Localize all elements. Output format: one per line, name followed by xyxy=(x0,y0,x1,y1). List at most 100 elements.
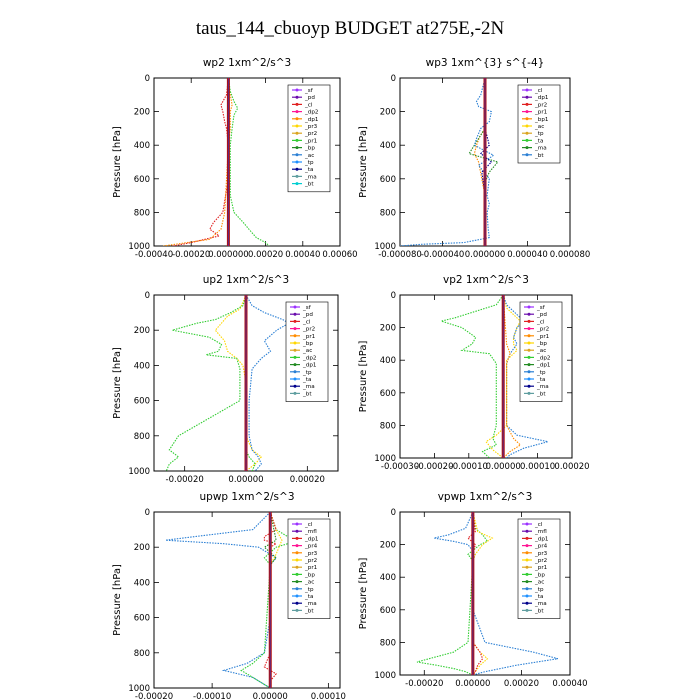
legend-marker xyxy=(525,572,529,576)
series-line-tp xyxy=(400,78,495,246)
legend-label: _bp1 xyxy=(534,117,549,123)
y-axis-label: Pressure [hPa] xyxy=(112,126,123,198)
series-line-pr1 xyxy=(439,295,504,458)
series-line-dp2 xyxy=(163,78,233,246)
legend-marker xyxy=(525,153,529,157)
legend-marker xyxy=(293,305,297,309)
legend-label: _dp1 xyxy=(302,363,317,369)
legend-marker xyxy=(525,587,529,591)
legend-marker xyxy=(525,110,529,114)
y-tick-label: 400 xyxy=(380,356,396,366)
legend-marker xyxy=(295,138,299,142)
x-tick-label: 0.00000 xyxy=(253,692,288,700)
legend-label: _bp xyxy=(304,572,315,578)
y-tick-label: 200 xyxy=(380,324,396,334)
legend-marker xyxy=(525,544,529,548)
legend-label: _dp1 xyxy=(536,363,551,369)
panel-vpwp: vpwp 1xm^2/s^3 Pressure [hPa] 0 200 400 600 80… xyxy=(358,491,588,689)
x-tick-label: -0.00010 xyxy=(450,462,488,472)
x-tick-label: 0.000080 xyxy=(550,250,591,260)
x-tick-label: 0.00060 xyxy=(322,250,357,260)
legend-label: _pr3 xyxy=(304,551,318,557)
x-tick-label: 0.00000 xyxy=(228,475,263,485)
y-axis-label: Pressure [hPa] xyxy=(358,341,369,413)
x-tick-label: -0.00010 xyxy=(193,692,231,700)
legend-label: _ma xyxy=(534,146,547,152)
y-tick-label: 0 xyxy=(391,508,396,518)
series-line-pr2 xyxy=(214,295,263,471)
legend-marker xyxy=(295,608,299,612)
y-tick-label: 800 xyxy=(134,649,150,659)
x-tick-label: 0.00020 xyxy=(248,250,283,260)
y-tick-label: 0 xyxy=(391,291,396,301)
x-tick-label: -0.000080 xyxy=(378,250,422,260)
y-tick-label: 600 xyxy=(134,614,150,624)
y-tick-label: 200 xyxy=(134,543,150,553)
legend-marker xyxy=(295,544,299,548)
legend-marker xyxy=(295,167,299,171)
legend-label: _ac xyxy=(302,348,312,354)
legend-marker xyxy=(527,370,531,374)
legend-label: _dp2 xyxy=(302,355,316,361)
x-tick-label: 0.000040 xyxy=(507,250,548,260)
panel-wp3: wp3 1xm^{3} s^{-4} Pressure [hPa] 0 200 400 6… xyxy=(358,57,590,260)
series-line-dp1 xyxy=(467,512,484,675)
legend-box xyxy=(287,84,331,193)
legend-marker xyxy=(293,312,297,316)
legend-marker xyxy=(527,341,531,345)
x-tick-label: 0.00000 xyxy=(486,462,521,472)
legend-label: _pr3 xyxy=(304,124,318,130)
y-tick-label: 400 xyxy=(380,573,396,583)
legend-label: _pr2 xyxy=(534,102,547,108)
legend-marker xyxy=(293,348,297,352)
legend-label: _pd xyxy=(304,95,315,101)
legend-marker xyxy=(293,391,297,395)
legend-marker xyxy=(295,558,299,562)
panel-title: wp3 1xm^{3} s^{-4} xyxy=(426,57,545,69)
legend-marker xyxy=(525,551,529,555)
legend-label: _bp xyxy=(302,341,313,347)
legend-marker xyxy=(293,377,297,381)
legend-label: _cl xyxy=(302,319,311,325)
legend-marker xyxy=(293,355,297,359)
legend-label: _ta xyxy=(534,594,543,600)
legend-label: _pr2 xyxy=(304,558,317,564)
legend-marker xyxy=(295,536,299,540)
legend-label: _pd xyxy=(302,312,313,318)
legend-marker xyxy=(525,594,529,598)
y-tick-label: 600 xyxy=(134,175,150,185)
legend-label: _pr1 xyxy=(304,138,318,144)
legend-marker xyxy=(295,594,299,598)
series-line-pr3 xyxy=(416,512,489,675)
y-tick-label: 800 xyxy=(134,432,150,442)
panel-title: wp2 1xm^2/s^3 xyxy=(203,57,291,69)
legend-label: _dp1 xyxy=(304,117,319,123)
legend-label: _dp1 xyxy=(534,95,549,101)
legend-label: _ac xyxy=(536,348,546,354)
figure-title: taus_144_cbuoyp BUDGET at275E,-2N xyxy=(195,18,505,39)
series-line-pr1 xyxy=(165,295,247,471)
y-tick-label: 400 xyxy=(134,141,150,151)
legend-label: _pd xyxy=(536,312,547,318)
legend-label: _bp xyxy=(304,146,315,152)
legend-marker xyxy=(527,312,531,316)
y-axis-label: Pressure [hPa] xyxy=(112,347,123,419)
legend-marker xyxy=(527,334,531,338)
y-axis-label: Pressure [hPa] xyxy=(358,126,369,198)
legend-label: _ta xyxy=(304,167,313,173)
legend-label: _dp2 xyxy=(304,110,318,116)
x-tick-label: 0.00020 xyxy=(554,462,589,472)
x-tick-label: -0.00020 xyxy=(166,475,204,485)
legend-label: _tp xyxy=(304,587,314,593)
legend-marker xyxy=(295,182,299,186)
legend-label: _cl xyxy=(304,102,313,108)
y-tick-label: 400 xyxy=(380,141,396,151)
panel-wp2: wp2 1xm^2/s^3 Pressure [hPa] 0 200 400 600 800… xyxy=(112,57,358,260)
legend-marker xyxy=(525,88,529,92)
panel-vp2: vp2 1xm^2/s^3 Pressure [hPa] 0 200 400 600 800… xyxy=(358,274,590,472)
y-tick-label: 200 xyxy=(134,326,150,336)
legend-label: _pr1 xyxy=(302,334,316,340)
series-line-dp1 xyxy=(502,295,522,458)
legend-label: _mfl xyxy=(304,529,317,535)
legend-marker xyxy=(525,601,529,605)
